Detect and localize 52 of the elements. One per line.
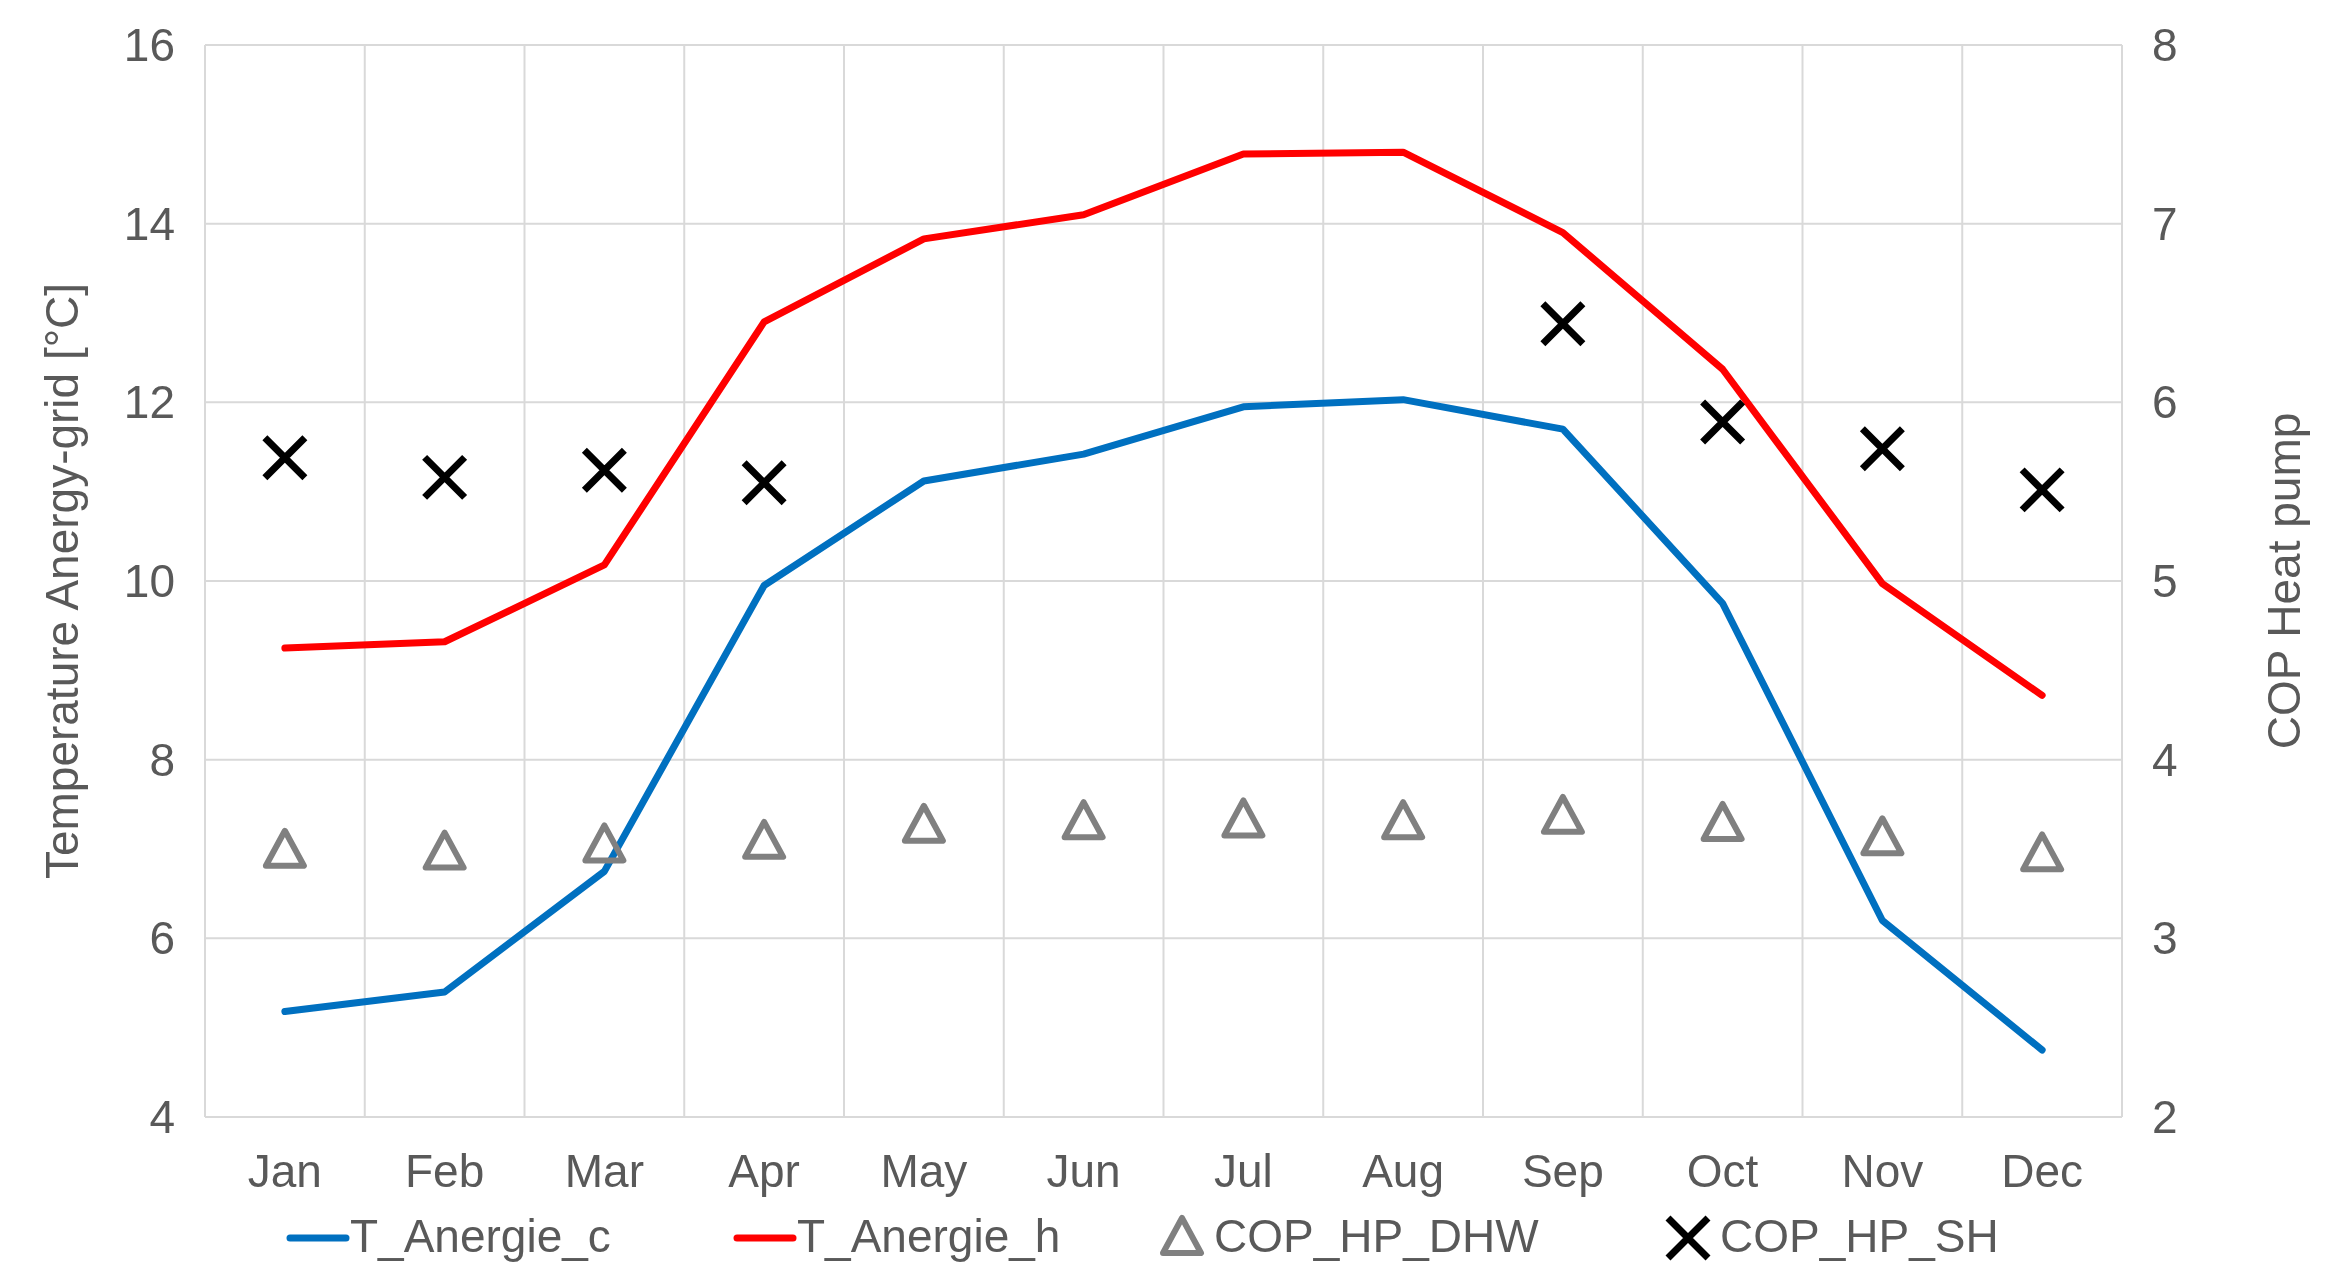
x-tick-label: Jun [1046, 1145, 1121, 1197]
legend-label: T_Anergie_h [797, 1210, 1061, 1262]
point [1221, 797, 1266, 839]
legend-label: T_Anergie_c [350, 1210, 611, 1262]
y2-tick-label: 2 [2152, 1091, 2178, 1144]
y2-tick-label: 5 [2152, 555, 2178, 608]
x-tick-label: Apr [728, 1145, 800, 1197]
y2-tick-label: 3 [2152, 912, 2178, 965]
x-tick-label: Dec [2001, 1145, 2084, 1197]
point [422, 829, 467, 871]
y-tick-label: 10 [123, 555, 175, 608]
point [261, 434, 309, 482]
point [740, 459, 788, 507]
y2-axis-title: COP Heat pump [2258, 412, 2310, 750]
x-tick-label: Feb [404, 1145, 485, 1197]
point [1699, 398, 1747, 446]
y-tick-label: 6 [149, 912, 175, 965]
x-tick-label: Aug [1362, 1145, 1445, 1197]
x-tick-label: Jan [247, 1145, 322, 1197]
y2-tick-label: 7 [2152, 197, 2178, 250]
point [742, 818, 787, 860]
point [1381, 799, 1426, 841]
x-tick-label: Sep [1521, 1145, 1604, 1197]
x-tick-label: Oct [1686, 1145, 1759, 1197]
y2-tick-label: 4 [2152, 733, 2178, 786]
point [2018, 466, 2066, 514]
x-tick-label: Nov [1841, 1145, 1924, 1197]
x-tick-label: Jul [1213, 1145, 1273, 1197]
point [1540, 793, 1585, 835]
y-tick-label: 4 [149, 1091, 175, 1144]
x-tick-label: May [880, 1145, 968, 1197]
y-tick-label: 12 [123, 376, 175, 429]
y-tick-label: 14 [123, 197, 175, 250]
point [582, 822, 627, 864]
point [262, 827, 307, 869]
point [1858, 425, 1906, 473]
point [2020, 831, 2065, 873]
y2-tick-label: 8 [2152, 19, 2178, 72]
y-tick-label: 8 [149, 733, 175, 786]
point [901, 802, 946, 844]
legend-label: COP_HP_DHW [1214, 1210, 1540, 1262]
y-tick-label: 16 [123, 19, 175, 72]
point [1061, 799, 1106, 841]
y-axis-title: Temperature Anergy-grid [°C] [36, 282, 88, 880]
x-tick-label: Mar [564, 1145, 644, 1197]
y2-tick-label: 6 [2152, 376, 2178, 429]
point [1539, 300, 1587, 348]
point [1860, 815, 1905, 857]
point [1700, 800, 1745, 842]
point [580, 446, 628, 494]
point [421, 453, 469, 501]
legend-label: COP_HP_SH [1720, 1210, 1999, 1262]
